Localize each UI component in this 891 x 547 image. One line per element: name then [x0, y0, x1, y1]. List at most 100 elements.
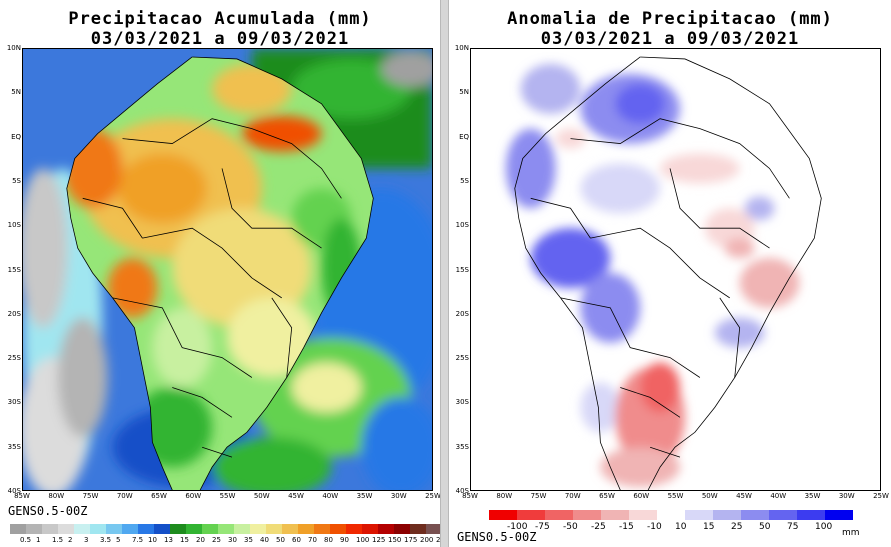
colorbar-label: 0.5	[20, 536, 32, 544]
colorbar-label: 30	[228, 536, 237, 544]
lat-tick-label: 35S	[7, 442, 21, 451]
accumulated-precip-map	[22, 48, 433, 491]
colorbar-label: 10	[148, 536, 157, 544]
lon-tick-label: 45W	[736, 492, 752, 500]
lon-tick-label: 70W	[116, 492, 133, 500]
colorbar-label: 35	[244, 536, 253, 544]
colorbar-swatch	[154, 524, 170, 534]
colorbar-swatch	[282, 524, 298, 534]
colorbar-label: -100	[507, 522, 528, 532]
colorbar-label: 50	[276, 536, 285, 544]
left-model-label: GENS0.5-00Z	[8, 504, 88, 518]
colorbar-label: 70	[308, 536, 317, 544]
colorbar-swatch	[122, 524, 138, 534]
colorbar-label: 2	[68, 536, 73, 544]
left-panel-accumulated: Precipitacao Acumulada (mm) 03/03/2021 a…	[0, 0, 449, 547]
right-date-range: 03/03/2021 a 09/03/2021	[540, 29, 800, 49]
colorbar-label: 100	[815, 522, 833, 532]
right-unit-label: mm	[842, 528, 860, 538]
precip-anomaly-map	[470, 48, 881, 491]
colorbar-label: 150	[388, 536, 402, 544]
lat-tick-label: 30S	[455, 398, 469, 407]
colorbar-label: 5	[116, 536, 121, 544]
colorbar-label: 200	[420, 536, 434, 544]
colorbar-label: -25	[591, 522, 606, 532]
colorbar-label: 3	[84, 536, 89, 544]
left-date-range: 03/03/2021 a 09/03/2021	[90, 29, 350, 49]
colorbar-label: 1	[36, 536, 41, 544]
lat-tick-label: 10N	[454, 44, 469, 52]
right-title: Anomalia de Precipitacao (mm)	[507, 9, 833, 29]
colorbar-swatch	[74, 524, 90, 534]
colorbar-swatch	[517, 510, 545, 520]
colorbar-swatch	[573, 510, 601, 520]
lon-tick-label: 25W	[873, 492, 889, 500]
lat-tick-label: 40S	[455, 487, 469, 495]
lon-tick-label: 80W	[48, 492, 65, 500]
colorbar-swatch	[42, 524, 58, 534]
colorbar-swatch	[266, 524, 282, 534]
colorbar-swatch	[825, 510, 853, 520]
colorbar-label: 20	[196, 536, 205, 544]
lon-tick-label: 30W	[390, 492, 407, 500]
colorbar-label: 60	[292, 536, 301, 544]
lon-tick-label: 50W	[701, 492, 718, 500]
colorbar-swatch	[250, 524, 266, 534]
lon-tick-label: 75W	[530, 492, 547, 500]
lon-tick-label: 55W	[219, 492, 236, 500]
lat-tick-label: 15S	[7, 265, 21, 274]
colorbar-label: 80	[324, 536, 333, 544]
lat-tick-label: 20S	[7, 309, 21, 318]
colorbar-label: 13	[164, 536, 173, 544]
colorbar-swatch	[426, 524, 442, 534]
colorbar-label: 75	[787, 522, 799, 532]
lat-tick-label: 15S	[455, 265, 469, 274]
colorbar-swatch	[489, 510, 517, 520]
colorbar-label: 25	[212, 536, 221, 544]
lon-tick-label: 70W	[564, 492, 581, 500]
left-title: Precipitacao Acumulada (mm)	[68, 9, 372, 29]
lon-tick-label: 75W	[82, 492, 99, 500]
right-colorbar	[489, 510, 853, 520]
lon-tick-label: 30W	[838, 492, 855, 500]
left-colorbar	[10, 524, 442, 534]
lat-tick-label: 10S	[455, 221, 469, 230]
lat-tick-label: 25S	[7, 354, 21, 363]
colorbar-label: 175	[404, 536, 418, 544]
colorbar-label: 40	[260, 536, 269, 544]
lon-tick-label: 25W	[425, 492, 441, 500]
colorbar-swatch	[741, 510, 769, 520]
lat-tick-label: EQ	[11, 132, 21, 141]
lon-tick-label: 60W	[633, 492, 650, 500]
colorbar-label: 100	[356, 536, 370, 544]
colorbar-swatch	[170, 524, 186, 534]
lat-tick-label: EQ	[459, 132, 469, 141]
colorbar-swatch	[138, 524, 154, 534]
colorbar-label: -50	[563, 522, 578, 532]
colorbar-swatch	[685, 510, 713, 520]
colorbar-label: 90	[340, 536, 349, 544]
lat-tick-label: 10S	[7, 221, 21, 230]
lat-tick-label: 35S	[455, 442, 469, 451]
colorbar-swatch	[58, 524, 74, 534]
colorbar-label: -15	[619, 522, 634, 532]
lat-tick-label: 30S	[7, 398, 21, 407]
colorbar-label: 15	[180, 536, 189, 544]
colorbar-label: -10	[647, 522, 662, 532]
colorbar-swatch	[330, 524, 346, 534]
colorbar-label: 125	[372, 536, 386, 544]
colorbar-swatch	[186, 524, 202, 534]
lon-tick-label: 80W	[496, 492, 513, 500]
lon-tick-label: 50W	[253, 492, 270, 500]
colorbar-swatch	[545, 510, 573, 520]
right-model-label: GENS0.5-00Z	[457, 530, 537, 544]
lat-tick-label: 5N	[459, 88, 469, 97]
precip-map-icon	[23, 49, 432, 490]
colorbar-swatch	[106, 524, 122, 534]
lon-tick-label: 85W	[14, 492, 30, 500]
lon-tick-label: 85W	[462, 492, 478, 500]
lon-tick-label: 60W	[185, 492, 202, 500]
colorbar-swatch	[713, 510, 741, 520]
lat-tick-label: 5S	[460, 176, 469, 185]
colorbar-swatch	[10, 524, 26, 534]
